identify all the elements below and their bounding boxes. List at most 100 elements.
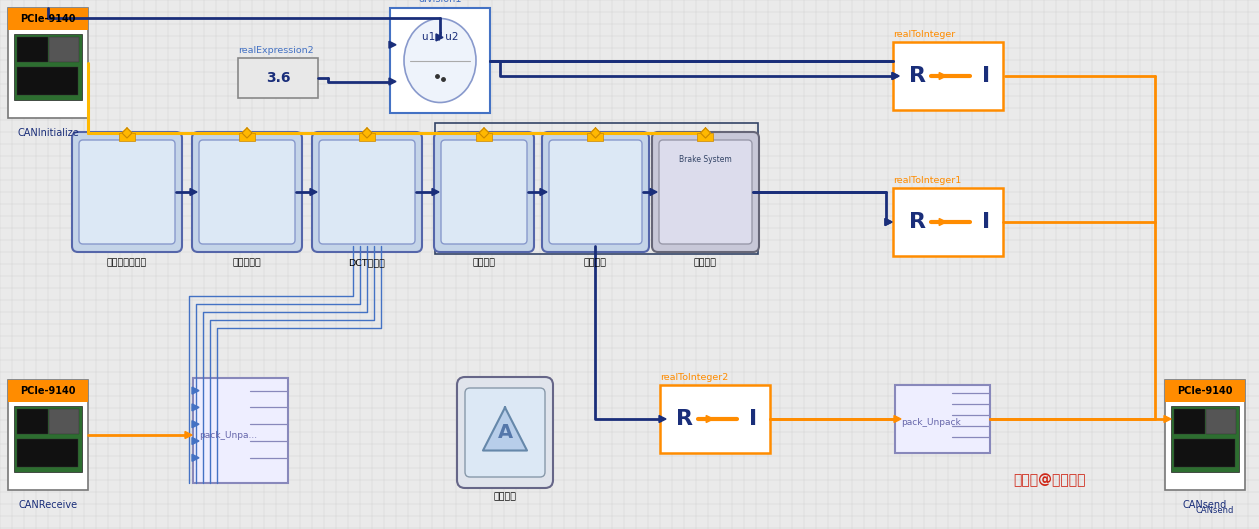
Text: division1: division1 (418, 0, 462, 4)
Bar (1173, 409, 1205, 434)
Bar (239, 133, 256, 141)
Text: DCT变速器: DCT变速器 (349, 258, 385, 267)
Text: realExpression2: realExpression2 (238, 46, 313, 55)
Polygon shape (650, 188, 657, 196)
Bar (238, 58, 319, 98)
Bar (359, 133, 375, 141)
Bar (476, 133, 492, 141)
Bar (390, 8, 490, 113)
Text: 汽油发动机: 汽油发动机 (233, 258, 262, 267)
Polygon shape (706, 415, 713, 423)
Polygon shape (185, 432, 193, 439)
Polygon shape (885, 218, 891, 225)
Bar (895, 385, 990, 453)
Text: I: I (982, 212, 991, 232)
Bar (8, 8, 88, 118)
Text: CANsend: CANsend (1196, 506, 1234, 515)
Text: A: A (497, 423, 512, 442)
FancyBboxPatch shape (465, 388, 545, 477)
Bar (588, 133, 603, 141)
Text: CANReceive: CANReceive (19, 500, 78, 510)
Text: 搜狐号@同元软控: 搜狐号@同元软控 (1013, 473, 1087, 487)
Text: 制动系统: 制动系统 (694, 258, 716, 267)
FancyBboxPatch shape (652, 132, 759, 252)
Bar (18, 409, 48, 434)
Bar (49, 37, 79, 62)
Text: 3.6: 3.6 (266, 71, 291, 85)
Text: 前驱驱动: 前驱驱动 (472, 258, 496, 267)
Polygon shape (483, 407, 528, 451)
Polygon shape (939, 218, 947, 225)
Polygon shape (891, 72, 899, 79)
Polygon shape (193, 437, 199, 444)
FancyBboxPatch shape (312, 132, 422, 252)
FancyBboxPatch shape (543, 132, 648, 252)
Polygon shape (363, 128, 371, 138)
Polygon shape (242, 128, 252, 138)
FancyBboxPatch shape (549, 140, 642, 244)
Polygon shape (389, 78, 397, 85)
Bar (1165, 380, 1245, 490)
Polygon shape (1165, 415, 1171, 423)
Bar (18, 37, 48, 62)
FancyBboxPatch shape (193, 132, 302, 252)
Bar (8, 380, 88, 402)
Bar (14, 34, 82, 100)
Polygon shape (658, 415, 666, 423)
Text: u1 / u2: u1 / u2 (422, 32, 458, 42)
FancyBboxPatch shape (199, 140, 295, 244)
Polygon shape (700, 128, 710, 138)
Polygon shape (939, 72, 947, 79)
FancyBboxPatch shape (434, 132, 534, 252)
Text: realToInteger: realToInteger (893, 30, 956, 39)
Text: R: R (676, 409, 692, 429)
Text: R: R (909, 212, 925, 232)
Polygon shape (436, 34, 443, 41)
Text: 道路模型: 道路模型 (494, 492, 516, 501)
Text: R: R (909, 66, 925, 86)
Bar (660, 385, 771, 453)
Text: realToInteger2: realToInteger2 (660, 373, 728, 382)
Text: realToInteger1: realToInteger1 (893, 176, 962, 185)
Polygon shape (310, 188, 317, 196)
Polygon shape (891, 72, 899, 79)
Text: Brake System: Brake System (679, 156, 731, 165)
Polygon shape (190, 188, 196, 196)
Text: 百公里加速工况: 百公里加速工况 (107, 258, 147, 267)
FancyBboxPatch shape (441, 140, 528, 244)
FancyBboxPatch shape (658, 140, 752, 244)
Polygon shape (193, 454, 199, 461)
Bar (8, 380, 88, 490)
Polygon shape (193, 421, 199, 428)
Polygon shape (478, 128, 488, 138)
Bar (14, 406, 82, 472)
Bar (893, 42, 1003, 110)
Polygon shape (193, 387, 199, 394)
Bar (49, 409, 79, 434)
Polygon shape (894, 415, 901, 423)
Bar (193, 378, 288, 483)
Text: pack_Unpa...: pack_Unpa... (199, 431, 257, 440)
Polygon shape (122, 128, 132, 138)
FancyBboxPatch shape (319, 140, 415, 244)
Polygon shape (389, 41, 397, 48)
Bar (436, 123, 758, 254)
Ellipse shape (404, 19, 476, 103)
Polygon shape (540, 188, 546, 196)
Bar (120, 133, 135, 141)
Text: CANsend: CANsend (1183, 500, 1228, 510)
FancyBboxPatch shape (79, 140, 175, 244)
Text: I: I (982, 66, 991, 86)
FancyBboxPatch shape (72, 132, 183, 252)
Text: pack_Unpack: pack_Unpack (901, 418, 961, 427)
Bar (18, 67, 78, 95)
Bar (1165, 380, 1245, 402)
Text: PCIe-9140: PCIe-9140 (1177, 386, 1233, 396)
FancyBboxPatch shape (457, 377, 553, 488)
Text: 车辆模型: 车辆模型 (584, 258, 607, 267)
Text: I: I (749, 409, 758, 429)
Bar (18, 439, 78, 467)
Polygon shape (885, 218, 891, 225)
Polygon shape (590, 128, 601, 138)
Text: PCIe-9140: PCIe-9140 (20, 14, 76, 24)
